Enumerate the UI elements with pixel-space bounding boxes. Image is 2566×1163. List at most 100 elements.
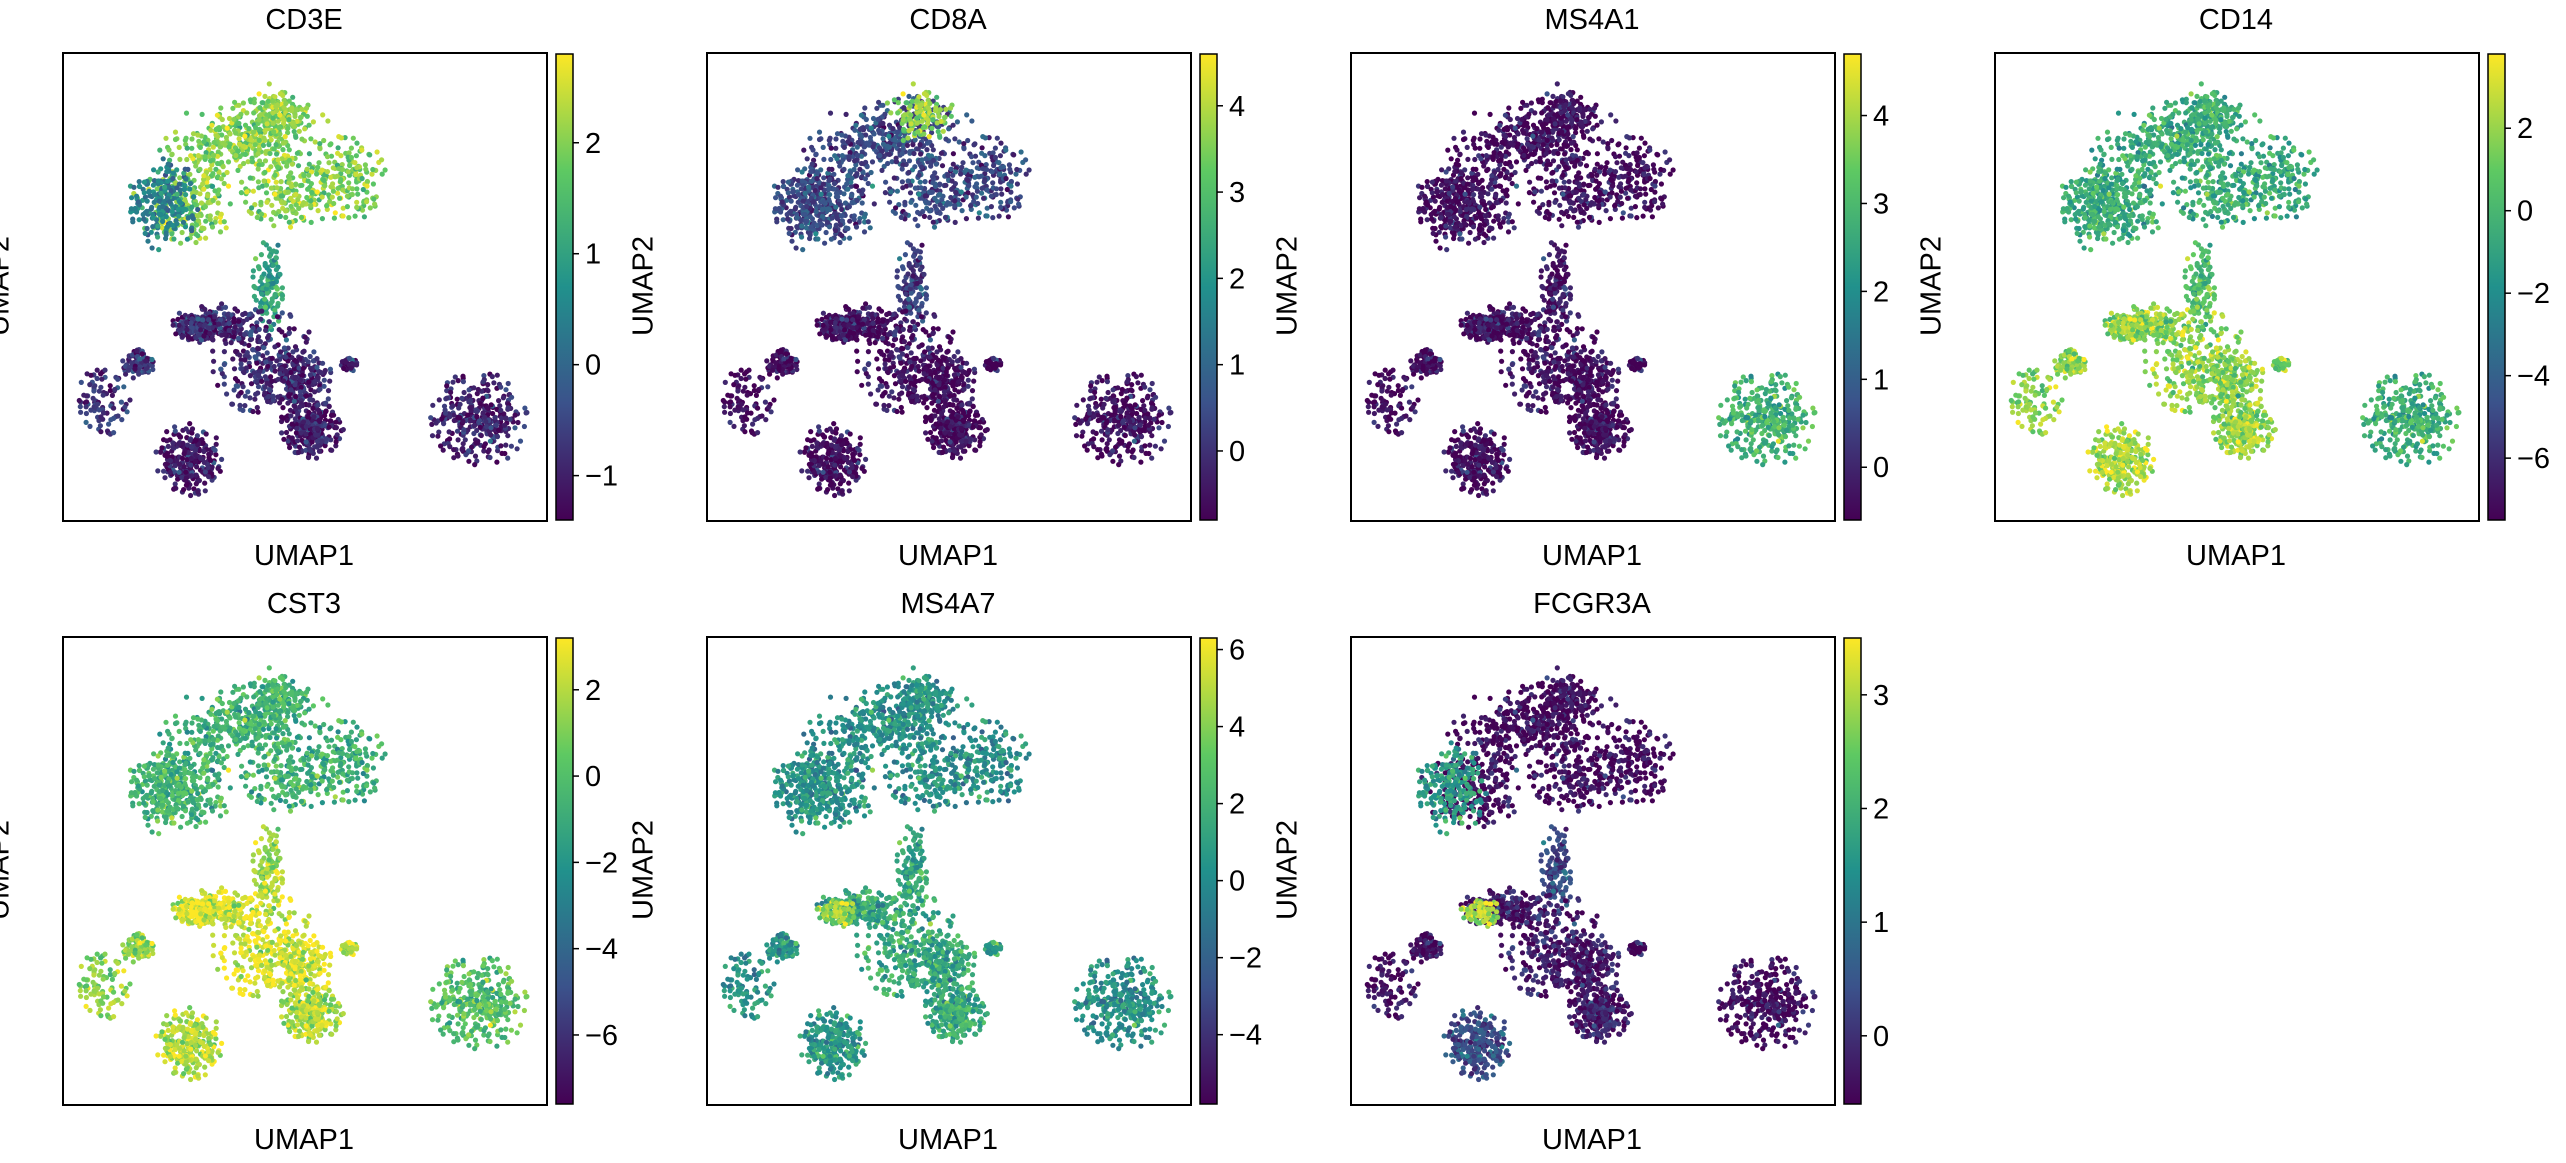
cell-point bbox=[804, 156, 810, 162]
cell-point bbox=[271, 363, 277, 370]
cell-point bbox=[136, 183, 142, 189]
cell-point bbox=[355, 191, 361, 197]
cell-point bbox=[262, 169, 268, 175]
cell-point bbox=[839, 213, 845, 219]
cell-point bbox=[317, 146, 323, 152]
cell-point bbox=[143, 358, 149, 364]
cell-point bbox=[901, 126, 907, 132]
cell-point bbox=[211, 314, 217, 320]
cell-point bbox=[308, 198, 314, 204]
cell-point bbox=[880, 102, 886, 108]
cell-point bbox=[785, 216, 791, 222]
cell-point bbox=[177, 461, 183, 467]
cell-point bbox=[202, 488, 208, 494]
cell-point bbox=[968, 203, 974, 209]
cell-point bbox=[244, 316, 250, 322]
cell-point bbox=[813, 151, 819, 157]
cell-point bbox=[272, 344, 278, 350]
cell-point bbox=[328, 174, 334, 180]
cell-point bbox=[340, 427, 346, 433]
cell-point bbox=[237, 352, 243, 358]
cell-point bbox=[911, 253, 917, 259]
cell-point bbox=[314, 426, 321, 432]
cell-point bbox=[226, 327, 232, 333]
cell-point bbox=[218, 366, 224, 372]
cell-point bbox=[862, 211, 868, 217]
cell-point bbox=[226, 115, 233, 122]
cell-point bbox=[111, 430, 117, 436]
cell-point bbox=[201, 186, 207, 192]
cell-point bbox=[300, 419, 307, 425]
cell-point bbox=[279, 296, 285, 302]
cell-point bbox=[876, 306, 882, 312]
cell-point bbox=[281, 436, 287, 442]
cell-point bbox=[184, 236, 190, 242]
cell-point bbox=[344, 193, 350, 199]
cell-point bbox=[460, 379, 466, 385]
cell-point bbox=[185, 334, 191, 340]
cell-point bbox=[244, 110, 250, 116]
cell-point bbox=[301, 172, 307, 178]
cell-point bbox=[469, 444, 475, 450]
cell-point bbox=[280, 140, 286, 146]
cell-point bbox=[242, 151, 248, 157]
cell-point bbox=[926, 134, 932, 140]
cell-point bbox=[975, 215, 981, 221]
cell-point bbox=[236, 318, 242, 324]
cell-point bbox=[134, 348, 140, 354]
cell-point bbox=[827, 192, 833, 198]
cell-point bbox=[800, 247, 806, 253]
cell-point bbox=[254, 214, 260, 220]
cell-point bbox=[191, 194, 197, 200]
cell-point bbox=[314, 444, 320, 450]
cell-point bbox=[296, 449, 302, 455]
cell-point bbox=[806, 184, 812, 190]
cell-point bbox=[499, 450, 505, 456]
cell-point bbox=[222, 304, 229, 310]
cell-point bbox=[201, 448, 207, 455]
cell-point bbox=[325, 118, 331, 124]
cell-point bbox=[795, 167, 801, 173]
cell-point bbox=[211, 358, 217, 364]
cell-point bbox=[271, 146, 277, 152]
cell-point bbox=[354, 204, 360, 210]
cell-point bbox=[917, 104, 923, 110]
cell-point bbox=[976, 210, 982, 216]
cell-point bbox=[167, 157, 173, 163]
cell-point bbox=[283, 100, 289, 107]
cell-point bbox=[924, 140, 930, 146]
cell-point bbox=[127, 397, 133, 403]
cell-point bbox=[891, 97, 897, 103]
cell-point bbox=[919, 303, 925, 309]
cell-point bbox=[162, 184, 168, 190]
cell-point bbox=[349, 191, 355, 198]
cell-point bbox=[906, 158, 913, 164]
cell-point bbox=[1008, 199, 1014, 205]
cell-point bbox=[825, 170, 831, 176]
cell-point bbox=[915, 129, 921, 135]
cell-point bbox=[160, 156, 166, 162]
cell-point bbox=[238, 190, 244, 196]
cell-point bbox=[490, 410, 496, 417]
cell-point bbox=[166, 147, 172, 153]
cell-point bbox=[326, 160, 332, 166]
cell-point bbox=[916, 191, 922, 197]
cell-point bbox=[929, 345, 935, 351]
cell-point bbox=[881, 402, 887, 408]
cell-point bbox=[197, 322, 203, 328]
cell-point bbox=[262, 304, 268, 310]
cell-point bbox=[886, 133, 892, 139]
cell-point bbox=[263, 190, 270, 196]
cell-point bbox=[164, 169, 170, 175]
cell-point bbox=[348, 145, 354, 151]
cell-point bbox=[930, 180, 936, 186]
cell-point bbox=[837, 163, 843, 169]
cell-point bbox=[141, 216, 147, 222]
cell-point bbox=[785, 179, 791, 185]
cell-point bbox=[430, 402, 436, 408]
cell-point bbox=[180, 219, 187, 225]
cell-point bbox=[487, 438, 493, 444]
plot-area bbox=[62, 52, 548, 522]
cell-point bbox=[477, 401, 483, 407]
cell-point bbox=[908, 282, 914, 288]
